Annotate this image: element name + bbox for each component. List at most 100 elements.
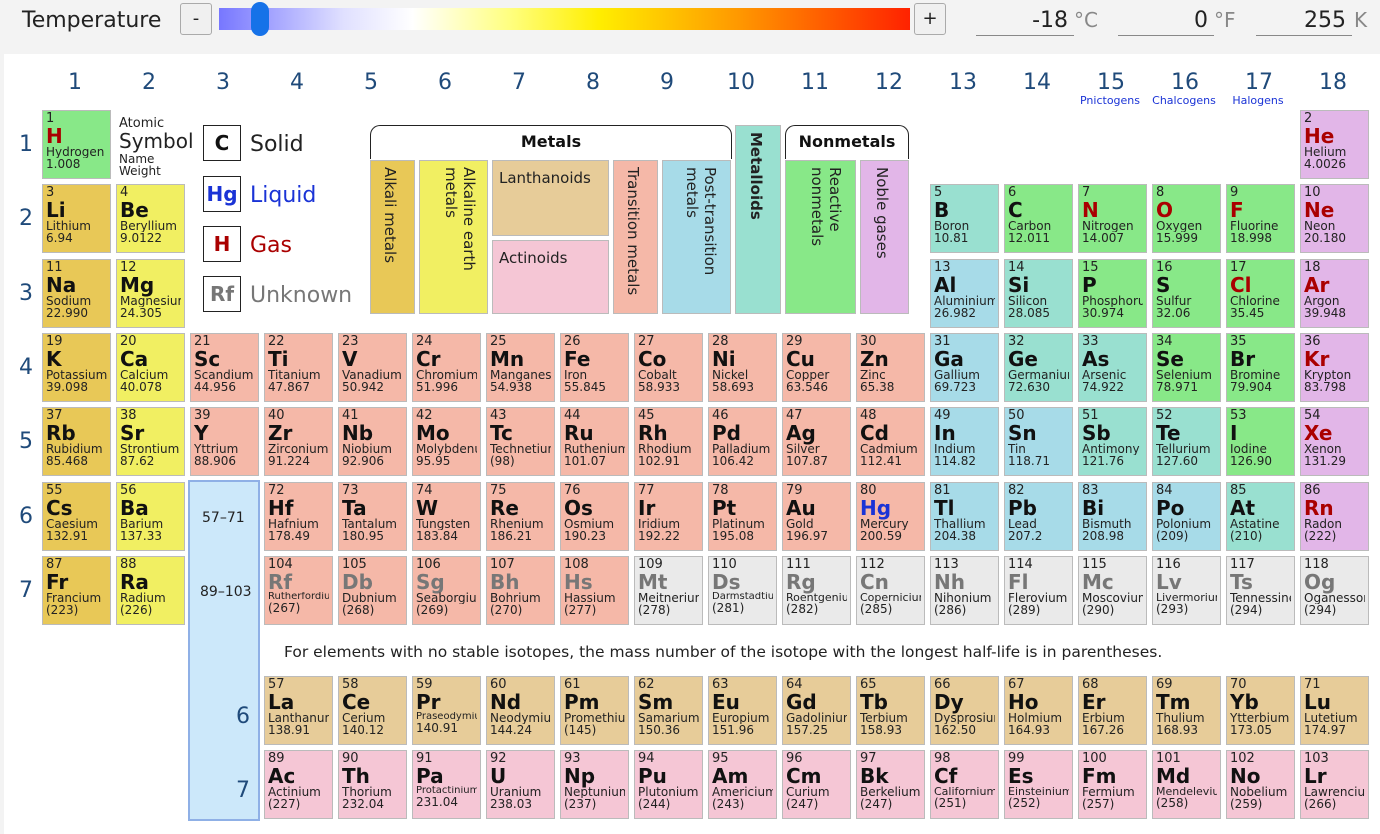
element-cell-br[interactable]: 35 Br Bromine 79.904 xyxy=(1226,332,1295,402)
element-cell-al[interactable]: 13 Al Aluminium 26.982 xyxy=(930,258,999,328)
element-cell-pd[interactable]: 46 Pd Palladium 106.42 xyxy=(708,407,777,477)
element-cell-mo[interactable]: 42MoMolybdenum95.95 xyxy=(412,407,481,477)
element-cell-f[interactable]: 9 F Fluorine 18.998 xyxy=(1226,184,1295,254)
element-cell-es[interactable]: 99 Es Einsteinium (252) xyxy=(1004,750,1073,819)
category-actinoids[interactable]: Actinoids xyxy=(492,240,609,314)
element-cell-ds[interactable]: 110DsDarmstadtium(281) xyxy=(708,555,777,625)
element-cell-n[interactable]: 7 N Nitrogen 14.007 xyxy=(1078,184,1147,254)
element-cell-p[interactable]: 15PPhosphorus30.974 xyxy=(1078,258,1147,328)
element-cell-ru[interactable]: 44 Ru Ruthenium 101.07 xyxy=(560,407,629,477)
element-cell-h[interactable]: 1 H Hydrogen 1.008 xyxy=(42,110,111,179)
element-cell-cm[interactable]: 96 Cm Curium (247) xyxy=(782,750,851,819)
element-cell-hs[interactable]: 108 Hs Hassium (277) xyxy=(560,555,629,625)
element-cell-rb[interactable]: 37 Rb Rubidium 85.468 xyxy=(42,407,111,477)
element-cell-te[interactable]: 52 Te Tellurium 127.60 xyxy=(1152,407,1221,477)
fahrenheit-input[interactable] xyxy=(1118,6,1214,36)
temperature-slider-track[interactable] xyxy=(219,8,910,30)
element-cell-pt[interactable]: 78 Pt Platinum 195.08 xyxy=(708,481,777,551)
element-cell-in[interactable]: 49 In Indium 114.82 xyxy=(930,407,999,477)
element-cell-ni[interactable]: 28 Ni Nickel 58.693 xyxy=(708,332,777,402)
category-alkali-metals[interactable]: Alkali metals xyxy=(370,160,415,314)
element-cell-bi[interactable]: 83 Bi Bismuth 208.98 xyxy=(1078,481,1147,551)
element-cell-tc[interactable]: 43TcTechnetium(98) xyxy=(486,407,555,477)
element-cell-se[interactable]: 34 Se Selenium 78.971 xyxy=(1152,332,1221,402)
element-cell-ge[interactable]: 32GeGermanium72.630 xyxy=(1004,332,1073,402)
element-cell-ne[interactable]: 10 Ne Neon 20.180 xyxy=(1300,184,1369,254)
element-cell-pu[interactable]: 94 Pu Plutonium (244) xyxy=(634,750,703,819)
element-cell-cn[interactable]: 112CnCopernicium(285) xyxy=(856,555,925,625)
element-cell-nd[interactable]: 60NdNeodymium144.24 xyxy=(486,676,555,745)
f-block-placeholder[interactable]: 57–71 89–103 6 7 xyxy=(188,480,260,821)
element-cell-er[interactable]: 68 Er Erbium 167.26 xyxy=(1078,676,1147,745)
element-cell-ac[interactable]: 89 Ac Actinium (227) xyxy=(264,750,333,819)
element-cell-u[interactable]: 92 U Uranium 238.03 xyxy=(486,750,555,819)
element-cell-os[interactable]: 76 Os Osmium 190.23 xyxy=(560,481,629,551)
element-cell-b[interactable]: 5 B Boron 10.81 xyxy=(930,184,999,254)
element-cell-ti[interactable]: 22 Ti Titanium 47.867 xyxy=(264,332,333,402)
element-cell-v[interactable]: 23 V Vanadium 50.942 xyxy=(338,332,407,402)
element-cell-mc[interactable]: 115 Mc Moscovium (290) xyxy=(1078,555,1147,625)
element-cell-y[interactable]: 39 Y Yttrium 88.906 xyxy=(190,407,259,477)
element-cell-db[interactable]: 105 Db Dubnium (268) xyxy=(338,555,407,625)
element-cell-ir[interactable]: 77 Ir Iridium 192.22 xyxy=(634,481,703,551)
category-alkaline-earth-metals[interactable]: Alkaline earth metals xyxy=(419,160,488,314)
element-cell-co[interactable]: 27 Co Cobalt 58.933 xyxy=(634,332,703,402)
element-cell-sc[interactable]: 21 Sc Scandium 44.956 xyxy=(190,332,259,402)
element-cell-re[interactable]: 75 Re Rhenium 186.21 xyxy=(486,481,555,551)
temperature-slider-thumb[interactable] xyxy=(251,2,270,36)
element-cell-ra[interactable]: 88 Ra Radium (226) xyxy=(116,555,185,625)
decrease-temperature-button[interactable]: - xyxy=(180,3,212,35)
category-metalloids[interactable]: Metalloids xyxy=(735,125,781,314)
element-cell-he[interactable]: 2 He Helium 4.0026 xyxy=(1300,110,1369,179)
element-cell-o[interactable]: 8 O Oxygen 15.999 xyxy=(1152,184,1221,254)
element-cell-na[interactable]: 11 Na Sodium 22.990 xyxy=(42,258,111,328)
element-cell-kr[interactable]: 36 Kr Krypton 83.798 xyxy=(1300,332,1369,402)
kelvin-input[interactable] xyxy=(1256,6,1352,36)
category-transition-metals[interactable]: Transition metals xyxy=(613,160,658,314)
element-cell-fe[interactable]: 26 Fe Iron 55.845 xyxy=(560,332,629,402)
element-cell-si[interactable]: 14 Si Silicon 28.085 xyxy=(1004,258,1073,328)
element-cell-zn[interactable]: 30 Zn Zinc 65.38 xyxy=(856,332,925,402)
celsius-input[interactable] xyxy=(976,6,1074,36)
element-cell-pr[interactable]: 59PrPraseodymium140.91 xyxy=(412,676,481,745)
category-noble-gases[interactable]: Noble gases xyxy=(860,160,909,314)
element-cell-tl[interactable]: 81 Tl Thallium 204.38 xyxy=(930,481,999,551)
element-cell-sn[interactable]: 50 Sn Tin 118.71 xyxy=(1004,407,1073,477)
element-cell-sg[interactable]: 106SgSeaborgium(269) xyxy=(412,555,481,625)
element-cell-sr[interactable]: 38 Sr Strontium 87.62 xyxy=(116,407,185,477)
element-cell-sb[interactable]: 51 Sb Antimony 121.76 xyxy=(1078,407,1147,477)
element-cell-md[interactable]: 101MdMendelevium(258) xyxy=(1152,750,1221,819)
element-cell-ba[interactable]: 56 Ba Barium 137.33 xyxy=(116,481,185,551)
element-cell-c[interactable]: 6 C Carbon 12.011 xyxy=(1004,184,1073,254)
element-cell-ce[interactable]: 58 Ce Cerium 140.12 xyxy=(338,676,407,745)
element-cell-gd[interactable]: 64GdGadolinium157.25 xyxy=(782,676,851,745)
element-cell-sm[interactable]: 62 Sm Samarium 150.36 xyxy=(634,676,703,745)
category-post-transition-metals[interactable]: Post-transition metals xyxy=(662,160,731,314)
element-cell-og[interactable]: 118 Og Oganesson (294) xyxy=(1300,555,1369,625)
element-cell-w[interactable]: 74 W Tungsten 183.84 xyxy=(412,481,481,551)
element-cell-be[interactable]: 4 Be Beryllium 9.0122 xyxy=(116,184,185,254)
element-cell-fr[interactable]: 87 Fr Francium (223) xyxy=(42,555,111,625)
element-cell-s[interactable]: 16 S Sulfur 32.06 xyxy=(1152,258,1221,328)
element-cell-pa[interactable]: 91 Pa Protactinium 231.04 xyxy=(412,750,481,819)
element-cell-ar[interactable]: 18 Ar Argon 39.948 xyxy=(1300,258,1369,328)
element-cell-lu[interactable]: 71 Lu Lutetium 174.97 xyxy=(1300,676,1369,745)
element-cell-lv[interactable]: 116LvLivermorium(293) xyxy=(1152,555,1221,625)
element-cell-bk[interactable]: 97 Bk Berkelium (247) xyxy=(856,750,925,819)
element-cell-ca[interactable]: 20 Ca Calcium 40.078 xyxy=(116,332,185,402)
element-cell-pm[interactable]: 61PmPromethium(145) xyxy=(560,676,629,745)
element-cell-zr[interactable]: 40 Zr Zirconium 91.224 xyxy=(264,407,333,477)
element-cell-la[interactable]: 57LaLanthanum138.91 xyxy=(264,676,333,745)
element-cell-cd[interactable]: 48 Cd Cadmium 112.41 xyxy=(856,407,925,477)
element-cell-po[interactable]: 84 Po Polonium (209) xyxy=(1152,481,1221,551)
element-cell-rf[interactable]: 104RfRutherfordium(267) xyxy=(264,555,333,625)
element-cell-no[interactable]: 102 No Nobelium (259) xyxy=(1226,750,1295,819)
element-cell-nb[interactable]: 41 Nb Niobium 92.906 xyxy=(338,407,407,477)
element-cell-cl[interactable]: 17 Cl Chlorine 35.45 xyxy=(1226,258,1295,328)
element-cell-li[interactable]: 3 Li Lithium 6.94 xyxy=(42,184,111,254)
element-cell-ta[interactable]: 73 Ta Tantalum 180.95 xyxy=(338,481,407,551)
increase-temperature-button[interactable]: + xyxy=(914,3,946,35)
category-lanthanoids[interactable]: Lanthanoids xyxy=(492,160,609,236)
element-cell-fm[interactable]: 100 Fm Fermium (257) xyxy=(1078,750,1147,819)
element-cell-mn[interactable]: 25MnManganese54.938 xyxy=(486,332,555,402)
